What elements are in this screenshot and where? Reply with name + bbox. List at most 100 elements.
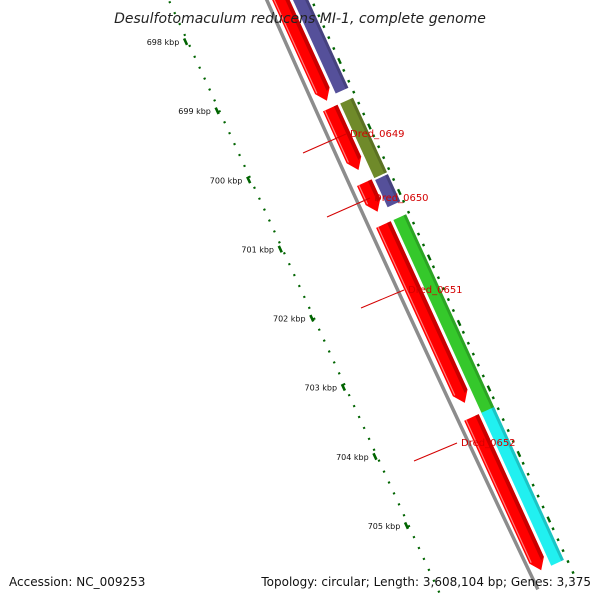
callout-line bbox=[302, 133, 347, 154]
outer-tick bbox=[491, 396, 495, 400]
inner-tick bbox=[287, 262, 291, 266]
inner-tick bbox=[412, 535, 416, 539]
kbp-major-tick bbox=[246, 176, 252, 184]
outer-tick bbox=[571, 570, 575, 575]
outer-tick bbox=[536, 494, 540, 498]
outer-tick bbox=[471, 352, 475, 356]
outer-tick bbox=[451, 308, 456, 313]
cog-bar bbox=[340, 97, 387, 179]
outer-tick bbox=[531, 483, 535, 487]
outer-tick bbox=[466, 341, 470, 345]
inner-tick bbox=[382, 470, 386, 473]
inner-tick bbox=[397, 502, 401, 506]
inner-tick bbox=[347, 393, 351, 397]
outer-tick bbox=[317, 14, 321, 18]
inner-tick bbox=[173, 11, 177, 15]
gene-label: Dred_0649 bbox=[350, 129, 405, 140]
outer-tick bbox=[461, 330, 465, 334]
kbp-major-tick bbox=[309, 314, 315, 322]
inner-tick bbox=[213, 99, 217, 102]
inner-tick bbox=[263, 208, 266, 211]
cds-arrow bbox=[272, 0, 330, 101]
inner-tick bbox=[407, 524, 411, 528]
inner-tick bbox=[248, 175, 251, 179]
gene-callout: Dred_0652 bbox=[413, 438, 516, 462]
kbp-tick-label: 703 kbp bbox=[304, 384, 337, 393]
inner-tick bbox=[203, 77, 207, 80]
outer-tick bbox=[377, 145, 381, 149]
inner-tick bbox=[268, 219, 271, 222]
kbp-tick-label: 699 kbp bbox=[178, 107, 211, 116]
inner-tick bbox=[233, 142, 236, 146]
cds-arrow bbox=[376, 221, 468, 403]
inner-tick bbox=[178, 22, 182, 26]
inner-tick bbox=[297, 284, 301, 288]
outer-tick bbox=[362, 112, 366, 116]
outer-tick bbox=[401, 199, 406, 203]
outer-tick bbox=[337, 57, 342, 65]
outer-tick bbox=[372, 134, 376, 138]
inner-tick bbox=[402, 513, 406, 517]
map-title: Desulfotomaculum reducens MI-1, complete… bbox=[114, 11, 486, 27]
outer-tick bbox=[561, 549, 565, 553]
inner-tick bbox=[342, 382, 346, 386]
inner-tick bbox=[372, 448, 376, 452]
cds-arrow bbox=[357, 179, 381, 212]
outer-tick bbox=[481, 374, 485, 378]
outer-tick bbox=[496, 407, 500, 411]
outer-tick bbox=[526, 472, 530, 476]
inner-tick bbox=[272, 230, 276, 233]
kbp-tick-label: 698 kbp bbox=[147, 38, 180, 47]
outer-tick bbox=[382, 156, 386, 160]
outer-tick bbox=[546, 516, 552, 523]
outer-tick bbox=[396, 188, 402, 196]
outer-tick bbox=[566, 559, 570, 564]
gene-callout: Dred_0649 bbox=[302, 129, 405, 154]
inner-tick bbox=[422, 557, 426, 561]
genome-summary: Topology: circular; Length: 3,608,104 bp… bbox=[260, 575, 591, 589]
outer-tick bbox=[322, 25, 326, 29]
inner-tick bbox=[367, 437, 371, 441]
inner-tick bbox=[228, 131, 231, 135]
outer-tick bbox=[486, 385, 492, 392]
outer-tick bbox=[421, 243, 426, 247]
inner-tick bbox=[193, 55, 197, 59]
outer-tick bbox=[312, 3, 316, 7]
inner-tick bbox=[218, 109, 222, 113]
inner-tick bbox=[377, 459, 381, 463]
outer-tick bbox=[342, 68, 346, 72]
cog-bar bbox=[393, 214, 496, 417]
inner-tick bbox=[238, 153, 241, 157]
cog-bar bbox=[375, 174, 401, 208]
inner-tick bbox=[223, 120, 226, 124]
kbp-tick-label: 701 kbp bbox=[241, 245, 274, 254]
outer-tick bbox=[327, 35, 331, 40]
accession-text: Accession: NC_009253 bbox=[9, 575, 145, 589]
kbp-major-tick bbox=[182, 37, 189, 46]
inner-tick bbox=[307, 306, 311, 310]
cog-bar bbox=[292, 0, 349, 94]
inner-tick bbox=[302, 295, 306, 299]
outer-tick bbox=[476, 363, 480, 367]
outer-tick bbox=[411, 221, 416, 225]
inner-tick bbox=[362, 426, 366, 430]
kbp-tick-label: 702 kbp bbox=[273, 315, 306, 324]
outer-tick bbox=[446, 297, 451, 302]
outer-tick bbox=[431, 265, 436, 269]
outer-tick bbox=[391, 177, 396, 182]
outer-tick bbox=[441, 287, 446, 291]
inner-tick bbox=[253, 186, 256, 190]
outer-tick bbox=[556, 538, 560, 542]
gene-label: Dred_0652 bbox=[461, 438, 516, 449]
gene-label: Dred_0651 bbox=[408, 285, 463, 296]
outer-tick bbox=[551, 527, 555, 531]
inner-tick bbox=[292, 273, 296, 277]
outer-tick bbox=[357, 101, 361, 105]
kbp-major-tick bbox=[214, 107, 220, 115]
inner-tick bbox=[168, 0, 172, 4]
inner-tick bbox=[277, 240, 281, 244]
genome-backbone bbox=[264, 0, 540, 591]
inner-tick bbox=[317, 328, 321, 332]
inner-tick bbox=[357, 415, 361, 419]
